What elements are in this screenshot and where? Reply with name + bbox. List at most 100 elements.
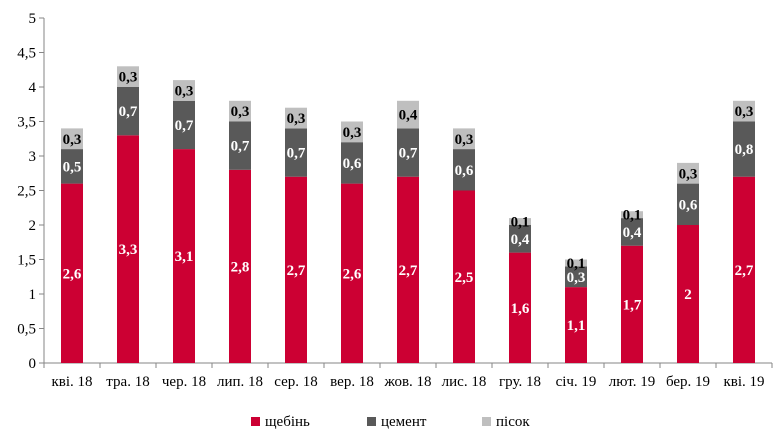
bar-segment	[341, 183, 363, 363]
x-tick-label: кві. 18	[51, 374, 92, 390]
y-tick-label: 1,5	[17, 253, 36, 269]
legend-swatch	[367, 417, 376, 426]
y-tick-label: 2,5	[17, 184, 36, 200]
data-label: 0,7	[287, 146, 306, 162]
data-label: 1,1	[567, 318, 586, 334]
bar-segment	[453, 128, 475, 150]
data-label: 0,6	[343, 156, 362, 172]
bar-segment	[61, 128, 83, 150]
bar-segment	[565, 266, 587, 288]
bar-segment	[397, 128, 419, 177]
x-tick-label: лис. 18	[442, 374, 487, 390]
data-label: 0,6	[679, 197, 698, 213]
legend: щебінь цемент пісок	[251, 414, 530, 430]
legend-label: цемент	[381, 414, 427, 430]
bar-segment	[509, 252, 531, 363]
bar-segment	[117, 66, 139, 87]
x-tick-label: гру. 18	[499, 374, 541, 390]
data-label: 0,4	[399, 108, 418, 124]
bar-segment	[509, 225, 531, 253]
y-tick-label: 1	[29, 287, 37, 303]
bar-segment	[229, 100, 251, 122]
data-label: 0,7	[231, 139, 250, 155]
data-label: 2,7	[287, 263, 306, 279]
bar-segment	[173, 100, 195, 150]
data-label: 2,7	[399, 263, 418, 279]
bar-segment	[621, 211, 643, 219]
data-label: 3,1	[175, 249, 194, 265]
data-label: 0,3	[343, 125, 362, 141]
data-label: 0,3	[679, 166, 698, 182]
legend-label: щебінь	[265, 414, 310, 430]
x-tick-label: жов. 18	[383, 374, 431, 390]
y-tick-label: 0,5	[17, 322, 36, 338]
y-tick-label: 5	[29, 11, 37, 27]
data-label: 1,7	[623, 297, 642, 313]
bar-segment	[61, 183, 83, 363]
bar-segment	[733, 100, 755, 122]
bar-segment	[509, 218, 531, 225]
y-tick-label: 4	[29, 80, 37, 96]
data-label: 0,3	[287, 111, 306, 127]
data-label: 0,3	[63, 132, 82, 148]
data-label: 0,4	[623, 225, 642, 241]
data-label: 0,3	[567, 270, 586, 286]
y-tick-label: 4,5	[17, 46, 36, 62]
bar-segment	[229, 121, 251, 170]
bar-segment	[733, 121, 755, 177]
x-tick-label: січ. 19	[556, 374, 597, 390]
y-axis-ticks: 0 0,5 1 1,5 2 2,5 3 3,5 4 4,5 5	[17, 11, 44, 372]
x-tick-label: чер. 18	[162, 374, 206, 390]
x-tick-label: лип. 18	[217, 374, 263, 390]
data-label: 0,8	[735, 142, 754, 158]
data-label: 0,7	[399, 146, 418, 162]
data-label: 0,3	[455, 132, 474, 148]
bar-segment	[453, 149, 475, 191]
data-label: 0,1	[623, 208, 642, 224]
bar-segment	[285, 107, 307, 129]
bar-segment	[621, 218, 643, 246]
data-label: 0,3	[735, 104, 754, 120]
data-label: 1,6	[511, 301, 530, 317]
bar-segment	[565, 287, 587, 363]
bar-segment	[285, 176, 307, 363]
data-label: 2,6	[63, 266, 82, 282]
bar-stacks: 2,6 0,5 0,3 3,3 0,7 0,3 3,1 0,7 0,3 2,8 0,7 0,3 2,7 0…	[61, 66, 755, 363]
y-tick-label: 3	[29, 149, 37, 165]
data-label: 3,3	[119, 242, 138, 258]
bar-segment	[61, 149, 83, 184]
x-tick-label: вер. 18	[330, 374, 374, 390]
data-label: 0,4	[511, 232, 530, 248]
bar-segment	[453, 190, 475, 363]
x-tick-label: лют. 19	[609, 374, 655, 390]
data-label: 2	[684, 287, 692, 303]
y-tick-label: 3,5	[17, 115, 36, 131]
data-label: 0,7	[119, 104, 138, 120]
bar-segment	[341, 142, 363, 184]
bar-segment	[229, 169, 251, 363]
data-label: 2,5	[455, 270, 474, 286]
bar-segment	[173, 80, 195, 101]
x-tick-label: бер. 19	[666, 374, 710, 390]
bar-segment	[677, 225, 699, 363]
data-label: 2,6	[343, 266, 362, 282]
bar-segment	[621, 245, 643, 363]
data-label: 2,7	[735, 263, 754, 279]
data-label: 0,6	[455, 163, 474, 179]
x-axis-ticks: кві. 18 тра. 18 чер. 18 лип. 18 сер. 18 вер. …	[43, 363, 773, 390]
data-label: 0,1	[567, 256, 586, 272]
bar-segment	[565, 259, 587, 267]
data-label: 0,3	[231, 104, 250, 120]
x-tick-label: кві. 19	[723, 374, 764, 390]
y-tick-label: 0	[29, 356, 37, 372]
data-label: 0,1	[511, 215, 530, 231]
bar-segment	[341, 121, 363, 143]
bar-segment	[117, 135, 139, 363]
bar-segment	[285, 128, 307, 177]
bar-segment	[677, 162, 699, 184]
legend-swatch	[482, 417, 491, 426]
bar-segment	[733, 176, 755, 363]
bar-segment	[397, 100, 419, 129]
data-label: 2,8	[231, 259, 250, 275]
